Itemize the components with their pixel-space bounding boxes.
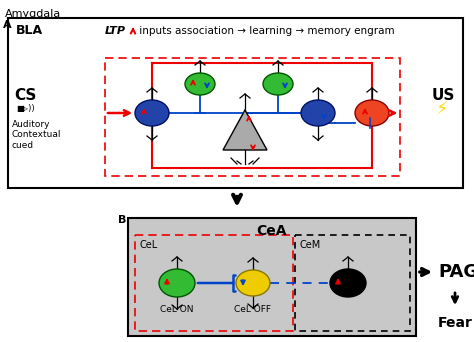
Text: inputs association → learning → memory engram: inputs association → learning → memory e… <box>136 26 395 36</box>
Ellipse shape <box>135 100 169 126</box>
Bar <box>295 235 410 331</box>
Text: CeL OFF: CeL OFF <box>235 305 272 314</box>
FancyBboxPatch shape <box>8 18 463 188</box>
Ellipse shape <box>185 73 215 95</box>
Ellipse shape <box>301 100 335 126</box>
Text: US: US <box>432 88 456 103</box>
Text: Fear: Fear <box>438 316 473 330</box>
Text: A: A <box>3 20 12 30</box>
Text: CS: CS <box>14 88 36 103</box>
Text: CeM: CeM <box>300 240 321 250</box>
Text: PAG: PAG <box>438 263 474 281</box>
Text: Amygdala: Amygdala <box>5 9 61 19</box>
Text: ■▹)): ■▹)) <box>16 105 35 114</box>
Text: CeA: CeA <box>257 224 287 238</box>
Text: BLA: BLA <box>16 24 43 37</box>
Text: CeL: CeL <box>140 240 158 250</box>
FancyBboxPatch shape <box>128 218 416 336</box>
Bar <box>105 58 400 176</box>
Ellipse shape <box>263 73 293 95</box>
Ellipse shape <box>159 269 195 297</box>
Text: LTP: LTP <box>105 26 126 36</box>
Ellipse shape <box>236 270 270 296</box>
Text: ⚡: ⚡ <box>436 101 448 119</box>
Ellipse shape <box>355 100 389 126</box>
Ellipse shape <box>330 269 366 297</box>
Polygon shape <box>223 110 267 150</box>
Text: B: B <box>118 215 127 225</box>
Bar <box>135 235 293 331</box>
Text: Auditory
Contextual
cued: Auditory Contextual cued <box>12 120 62 150</box>
Text: CeL ON: CeL ON <box>160 305 194 314</box>
